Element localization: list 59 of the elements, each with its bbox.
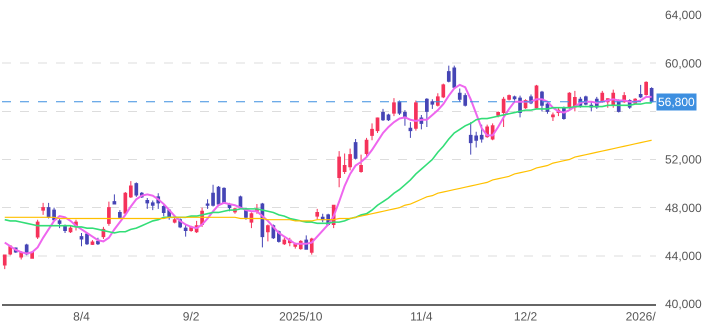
candlestick [430, 98, 434, 110]
candlestick [250, 212, 254, 229]
candlestick [96, 237, 100, 246]
candlestick [145, 198, 150, 210]
ref-line-label: 56,800 [658, 95, 696, 109]
x-tick-label: 8/4 [73, 309, 90, 324]
candlestick [238, 195, 242, 208]
candlestick [58, 218, 62, 229]
candlestick [315, 208, 320, 220]
candlestick [2, 254, 7, 270]
candlestick [359, 154, 363, 174]
candlestick [107, 201, 111, 226]
candlestick [134, 182, 138, 198]
candlestick [184, 224, 188, 238]
candlestick [41, 202, 45, 216]
candlestick [551, 112, 555, 122]
candlestick [150, 200, 155, 211]
candlestick [463, 92, 468, 108]
candlestick [266, 224, 270, 242]
line-series [4, 140, 652, 222]
line-series [4, 84, 653, 254]
x-tick-label: 2025/10 [279, 309, 323, 324]
candlestick [128, 180, 133, 199]
candlestick [348, 148, 352, 171]
y-tick-label: 60,000 [665, 56, 702, 70]
candlestick [364, 137, 368, 156]
line-series [4, 102, 652, 234]
candlestick [458, 88, 462, 102]
candlestick [118, 210, 122, 219]
candlestick [644, 80, 648, 96]
candlestick [172, 216, 177, 224]
candlestick [638, 84, 642, 99]
y-tick-label: 40,000 [665, 297, 702, 312]
candlestick [452, 65, 456, 89]
candlestick [90, 240, 94, 246]
x-tick-label: 9/2 [182, 309, 200, 324]
x-tick-label: 2026/ [626, 309, 656, 324]
y-tick-label: 52,000 [665, 152, 702, 167]
candlestick [68, 225, 72, 234]
candlestick [441, 83, 446, 99]
candlestick [337, 150, 341, 188]
candlestick [342, 152, 346, 174]
candlestick [408, 122, 412, 138]
candlestick [480, 124, 484, 144]
candlestick [425, 98, 429, 128]
candlestick [282, 237, 286, 246]
candlestick [392, 98, 396, 117]
x-tick-label: 11/4 [410, 309, 433, 324]
candlestick [534, 84, 538, 110]
candlestick [468, 122, 473, 156]
y-tick-label: 44,000 [665, 249, 702, 264]
candlestick [162, 204, 166, 217]
candlestick [446, 65, 451, 83]
candlestick [354, 138, 358, 160]
x-tick-label: 12/2 [514, 309, 538, 324]
y-tick-label: 48,000 [665, 200, 702, 215]
candlestick [112, 194, 116, 205]
candlestick [474, 131, 478, 148]
y-tick-label: 64,000 [665, 8, 702, 22]
